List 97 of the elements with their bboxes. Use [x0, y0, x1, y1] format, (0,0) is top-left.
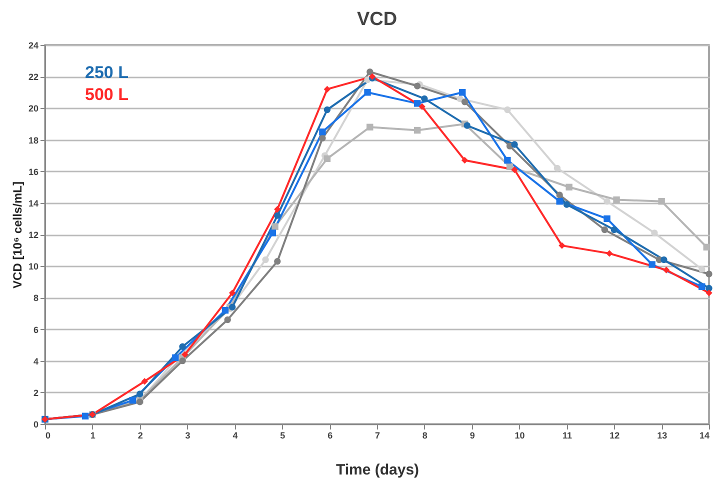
point	[319, 128, 326, 136]
text: 500 L	[85, 85, 128, 104]
x-tick-label: 12	[610, 430, 620, 440]
point	[136, 390, 144, 398]
point	[506, 163, 514, 170]
x-tick-label: 8	[422, 430, 428, 440]
point	[651, 230, 658, 236]
point	[648, 261, 656, 268]
point	[418, 103, 426, 110]
y-tick-label: 24	[28, 40, 38, 50]
point	[610, 226, 618, 234]
x-tick-label: 13	[657, 430, 668, 440]
x-tick-label: 11	[562, 430, 572, 440]
x-tick-label: 4	[232, 430, 238, 440]
y-tick-label: 8	[33, 293, 38, 304]
point	[324, 155, 331, 162]
point	[421, 95, 428, 102]
point	[511, 166, 518, 174]
point	[141, 378, 148, 385]
y-tick-label: 10	[28, 262, 38, 272]
y-tick-label: 6	[33, 324, 38, 335]
y-tick-label: 2	[33, 388, 38, 398]
point	[274, 212, 281, 219]
y-tick-label: 22	[28, 72, 38, 82]
point	[601, 226, 608, 234]
x-tick-label: 2	[138, 430, 143, 440]
point	[464, 122, 470, 129]
point	[366, 124, 374, 130]
y-tick-label: 0	[33, 420, 38, 430]
point	[558, 242, 566, 249]
point	[456, 95, 464, 102]
point	[556, 192, 563, 198]
x-tick-label: 5	[280, 430, 286, 440]
text: 250 L	[85, 63, 128, 82]
x-tick-label: 3	[185, 430, 190, 440]
point	[504, 156, 511, 164]
point	[511, 141, 518, 148]
chart-title: VCD	[356, 9, 398, 30]
point	[660, 256, 668, 264]
point	[554, 164, 561, 172]
point	[606, 250, 613, 257]
point	[706, 270, 712, 278]
point	[504, 106, 511, 114]
y-tick-label: 18	[28, 135, 38, 146]
point	[274, 206, 281, 213]
point	[414, 100, 421, 107]
point	[461, 156, 468, 164]
x-tick-label: 7	[374, 430, 380, 440]
point	[698, 266, 706, 273]
x-tick-label: 6	[328, 430, 333, 440]
point	[613, 196, 620, 204]
y-tick-label: 20	[28, 104, 38, 114]
point	[262, 256, 269, 264]
point	[706, 284, 712, 292]
x-tick-label: 1	[90, 430, 96, 440]
point	[563, 201, 570, 208]
point	[272, 223, 278, 230]
point	[414, 82, 421, 90]
y-tick-label: 14	[28, 198, 38, 208]
point	[662, 266, 670, 274]
point	[319, 134, 326, 142]
point	[274, 258, 281, 265]
x-tick-label: 9	[470, 430, 475, 440]
y-tick-label: 4	[33, 356, 38, 366]
y-tick-label: 16	[28, 166, 38, 177]
x-tick-label: 10	[514, 430, 525, 440]
point	[459, 89, 466, 96]
point	[82, 412, 89, 420]
point	[604, 198, 610, 205]
point	[366, 68, 374, 76]
point	[172, 354, 179, 362]
point	[324, 86, 331, 93]
point	[364, 89, 371, 96]
point	[182, 351, 188, 358]
point	[324, 106, 331, 114]
point	[556, 198, 563, 205]
point	[703, 244, 710, 250]
x-axis-title: Time (days)	[336, 462, 420, 478]
y-axis-title: VCD [10⁶ cells/mL]	[10, 182, 24, 288]
point	[698, 283, 706, 290]
x-tick-label: 14	[699, 430, 710, 440]
point	[129, 396, 136, 404]
point	[414, 126, 421, 134]
point	[228, 290, 236, 296]
point	[269, 230, 276, 236]
x-tick-label: 0	[46, 430, 51, 440]
point	[658, 198, 665, 205]
point	[224, 316, 231, 324]
point	[222, 306, 229, 314]
point	[179, 343, 186, 350]
point	[228, 304, 236, 310]
point	[604, 215, 610, 222]
point	[179, 357, 186, 364]
point	[461, 98, 468, 106]
point	[706, 290, 712, 296]
point	[566, 184, 572, 190]
y-tick-label: 12	[28, 230, 38, 240]
